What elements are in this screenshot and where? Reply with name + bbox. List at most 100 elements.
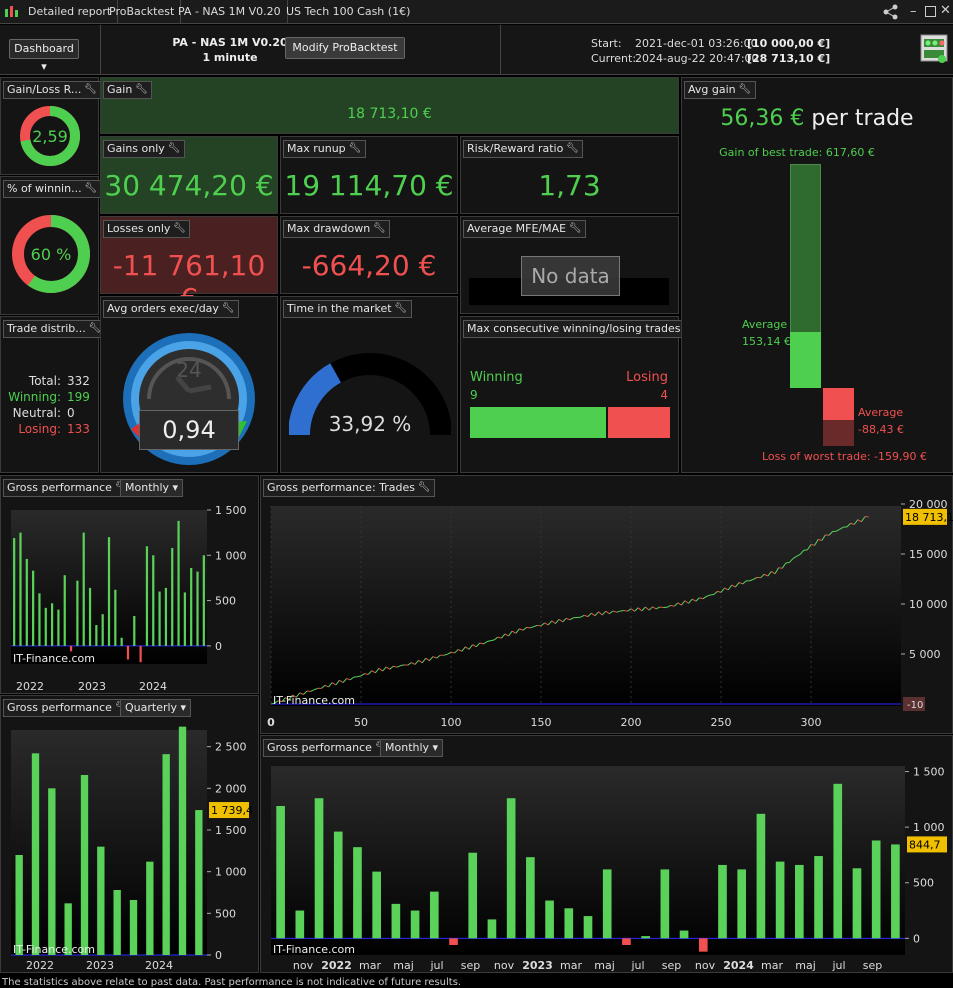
- wrench-icon[interactable]: 🔧︎: [84, 183, 97, 194]
- wrench-icon[interactable]: 🔧︎: [221, 303, 235, 314]
- equity-segment: [339, 679, 344, 684]
- wrench-icon[interactable]: 🔧︎: [565, 143, 579, 154]
- equity-segment: [688, 598, 693, 604]
- x-tick-label: 2024: [145, 959, 173, 972]
- tab-system[interactable]: PA - NAS 1M V0.20: [172, 0, 288, 24]
- equity-segment: [677, 602, 682, 606]
- y-tick-label: 1 000: [215, 549, 247, 562]
- equity-segment: [533, 624, 538, 628]
- wrench-icon[interactable]: 🔧︎: [84, 84, 97, 95]
- equity-segment: [551, 620, 556, 624]
- bar: [775, 861, 785, 939]
- wrench-icon[interactable]: 🔧︎: [417, 482, 431, 493]
- tab-detailed-report[interactable]: Detailed report: [22, 0, 119, 24]
- widget-title: Max runup 🔧︎: [283, 140, 366, 158]
- equity-segment: [281, 697, 286, 702]
- tab-instrument[interactable]: US Tech 100 Cash (1€): [286, 5, 411, 18]
- equity-segment: [540, 622, 545, 627]
- wrench-icon[interactable]: 🔧︎: [394, 303, 407, 314]
- equity-segment: [580, 614, 585, 618]
- maximize-icon[interactable]: [925, 6, 936, 17]
- widget-gains-only: Gains only 🔧︎ 30 474,20 €: [100, 136, 278, 214]
- avg-orders-value: 0,94: [139, 410, 239, 450]
- last-value-label: 844,7: [909, 838, 941, 851]
- bar: [82, 532, 85, 646]
- equity-segment: [806, 544, 812, 551]
- widget-title: Max drawdown 🔧︎: [283, 220, 391, 238]
- widget-title: Avg gain 🔧︎: [684, 81, 756, 99]
- equity-segment: [349, 676, 355, 681]
- wrench-icon[interactable]: 🔧︎: [568, 223, 582, 234]
- x-tick-label: jul: [630, 959, 644, 972]
- total-label: Total:: [28, 374, 61, 388]
- start-date: 2021-dec-01 03:26:00: [635, 37, 758, 50]
- equity-segment: [799, 549, 805, 555]
- wrench-icon[interactable]: 🔧︎: [348, 143, 362, 154]
- dashboard-dropdown[interactable]: Dashboard ▾: [9, 39, 79, 73]
- equity-segment: [493, 636, 499, 641]
- divider: [500, 25, 501, 75]
- share-icon[interactable]: [882, 4, 900, 23]
- period-dropdown[interactable]: Quarterly ▾: [120, 699, 192, 717]
- close-icon[interactable]: ✕: [940, 3, 951, 18]
- equity-segment: [853, 519, 859, 525]
- period-dropdown[interactable]: Monthly ▾: [380, 739, 444, 757]
- modify-probacktest-button[interactable]: Modify ProBacktest: [285, 37, 405, 59]
- avg-loss-label: Average: [858, 406, 904, 419]
- system-name: PA - NAS 1M V0.20: [172, 36, 288, 49]
- y-tick-label: 15 000: [909, 548, 948, 561]
- wrench-icon[interactable]: 🔧︎: [134, 84, 148, 95]
- wrench-icon[interactable]: 🔧︎: [372, 223, 386, 234]
- equity-segment: [357, 675, 362, 678]
- x-tick-label: 2022: [26, 959, 54, 972]
- wrench-icon[interactable]: 🔧︎: [167, 143, 181, 154]
- bar: [468, 852, 478, 939]
- equity-segment: [367, 670, 373, 675]
- minimize-icon[interactable]: –: [910, 4, 917, 19]
- losing-label: Losing: [626, 370, 668, 385]
- x-tick-label: sep: [863, 959, 882, 972]
- bar: [69, 645, 73, 652]
- equity-segment: [781, 562, 787, 569]
- bar: [25, 558, 28, 646]
- wrench-icon[interactable]: 🔧︎: [738, 84, 751, 95]
- time-in-market-value: 33,92 %: [329, 412, 412, 436]
- wrench-icon[interactable]: 🔧︎: [88, 323, 102, 334]
- equity-segment: [447, 651, 452, 655]
- bar: [19, 532, 22, 646]
- bar: [97, 846, 105, 955]
- bar: [429, 891, 439, 939]
- equity-segment: [594, 611, 599, 617]
- x-tick-label: 2022: [16, 680, 44, 693]
- y-tick-label: 0: [913, 932, 920, 945]
- report-settings-icon[interactable]: [920, 33, 950, 65]
- tab-probacktest[interactable]: ProBacktest: [103, 0, 182, 24]
- panel-title: Gross performance🔧︎: [3, 699, 132, 717]
- widget-title: Gain 🔧︎: [103, 81, 153, 99]
- x-tick-label: maj: [795, 959, 816, 972]
- equity-segment: [818, 538, 822, 542]
- y-tick-label: 0: [215, 949, 222, 962]
- widget-gain-loss-ratio: Gain/Loss R... 🔧︎ 2,59: [0, 77, 102, 175]
- bar: [833, 783, 843, 939]
- equity-segment: [612, 610, 617, 613]
- equity-segment: [360, 673, 365, 677]
- disclaimer: The statistics above relate to past data…: [2, 977, 462, 988]
- bar: [88, 587, 92, 646]
- equity-segment: [706, 594, 711, 597]
- equity-segment: [623, 609, 628, 612]
- gain-value: 18 713,10 €: [347, 106, 432, 122]
- wrench-icon[interactable]: 🔧︎: [173, 223, 186, 234]
- bar: [162, 754, 170, 955]
- bar: [718, 864, 727, 939]
- equity-segment: [860, 516, 866, 523]
- equity-segment: [389, 665, 394, 670]
- period-dropdown[interactable]: Monthly ▾: [120, 479, 184, 497]
- bar: [171, 548, 174, 646]
- equity-segment: [760, 573, 765, 579]
- start-value: [10 000,00 €]: [747, 37, 831, 50]
- y-tick-label: 1 500: [913, 766, 945, 779]
- x-tick-label: nov: [695, 959, 716, 972]
- equity-segment: [321, 684, 326, 689]
- bar: [641, 936, 650, 939]
